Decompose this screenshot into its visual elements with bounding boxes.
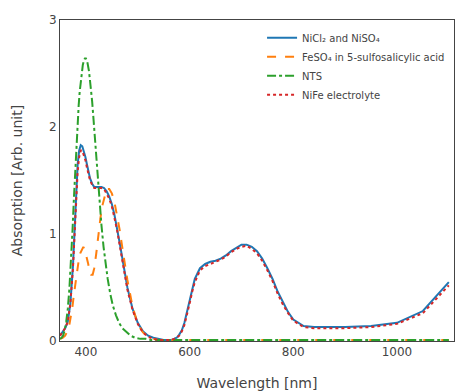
svg-text:1: 1: [49, 227, 57, 241]
svg-text:FeSO₄ in 5-sulfosalicylic acid: FeSO₄ in 5-sulfosalicylic acid: [302, 52, 444, 63]
svg-text:800: 800: [282, 345, 305, 359]
svg-text:Absorption [Arb. unit]: Absorption [Arb. unit]: [9, 105, 25, 256]
svg-text:Wavelength [nm]: Wavelength [nm]: [197, 375, 318, 391]
svg-text:3: 3: [49, 13, 57, 27]
svg-text:400: 400: [74, 345, 97, 359]
svg-text:NTS: NTS: [302, 71, 322, 82]
svg-text:0: 0: [49, 334, 57, 348]
svg-text:1000: 1000: [382, 345, 413, 359]
svg-text:NiCl₂ and NiSO₄: NiCl₂ and NiSO₄: [302, 33, 380, 44]
svg-text:2: 2: [49, 120, 57, 134]
svg-text:NiFe electrolyte: NiFe electrolyte: [302, 90, 380, 101]
svg-text:600: 600: [178, 345, 201, 359]
